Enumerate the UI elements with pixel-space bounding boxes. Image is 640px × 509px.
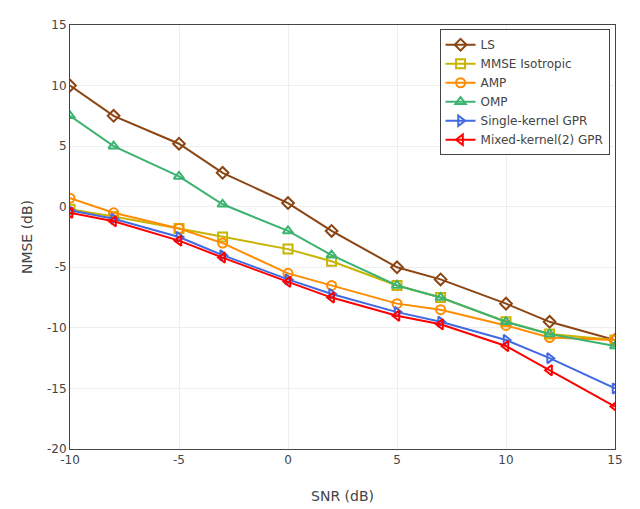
svg-text:15: 15 [51, 18, 66, 32]
svg-text:5: 5 [59, 139, 67, 153]
svg-text:15: 15 [607, 453, 622, 467]
svg-text:5: 5 [393, 453, 401, 467]
svg-text:OMP: OMP [481, 95, 508, 109]
svg-text:MMSE Isotropic: MMSE Isotropic [481, 57, 572, 71]
svg-text:-5: -5 [55, 260, 67, 274]
svg-text:10: 10 [498, 453, 513, 467]
svg-text:LS: LS [481, 38, 495, 52]
svg-text:10: 10 [51, 79, 66, 93]
svg-text:-5: -5 [173, 453, 185, 467]
svg-text:-20: -20 [47, 442, 67, 456]
svg-text:-10: -10 [47, 321, 67, 335]
svg-text:0: 0 [59, 200, 67, 214]
svg-text:Mixed-kernel(2) GPR: Mixed-kernel(2) GPR [481, 133, 603, 147]
svg-text:Single-kernel GPR: Single-kernel GPR [481, 114, 588, 128]
svg-text:-15: -15 [47, 382, 67, 396]
svg-text:AMP: AMP [481, 76, 507, 90]
svg-text:0: 0 [284, 453, 292, 467]
svg-text:NMSE (dB): NMSE (dB) [19, 200, 35, 274]
svg-text:SNR (dB): SNR (dB) [311, 488, 374, 504]
svg-text:-10: -10 [60, 453, 80, 467]
